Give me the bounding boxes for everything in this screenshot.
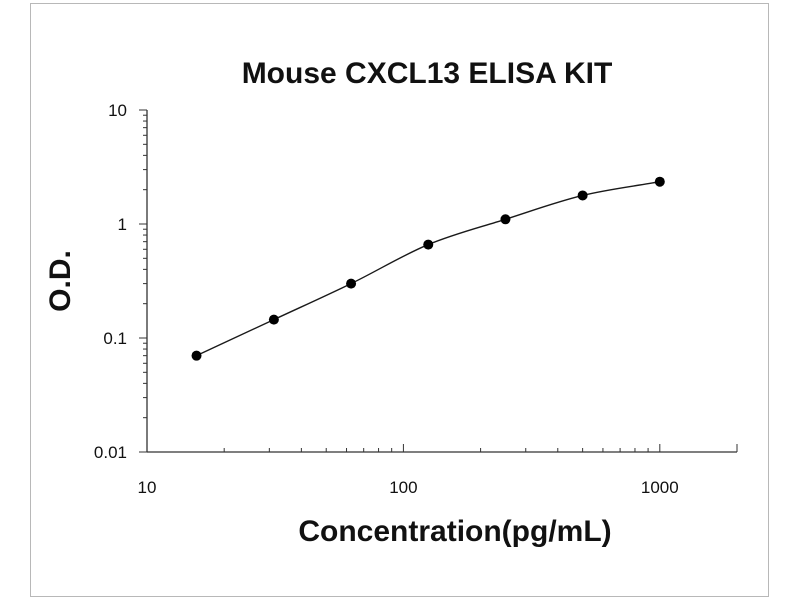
fit-curve [196,181,660,357]
data-point [423,239,434,250]
axis-ticks [139,109,738,453]
y-tick-label: 0.1 [103,329,127,348]
y-tick-label: 10 [108,101,127,120]
data-point [346,278,357,289]
data-point [654,176,665,187]
x-axis-label: Concentration(pg/mL) [298,515,611,548]
y-tick-label: 0.01 [94,443,127,462]
tick-labels: 10 1 0.1 0.01 10 100 1000 [94,101,679,497]
x-tick-label: 10 [138,478,157,497]
y-axis-label: O.D. [44,250,77,312]
y-tick-label: 1 [118,215,127,234]
x-tick-label: 100 [389,478,417,497]
x-tick-label: 1000 [641,478,679,497]
data-point [191,350,202,361]
data-point [500,214,511,225]
chart-title: Mouse CXCL13 ELISA KIT [242,57,613,90]
chart-frame [30,3,769,597]
data-point [577,190,588,201]
data-point [268,314,279,325]
data-points [191,176,665,361]
